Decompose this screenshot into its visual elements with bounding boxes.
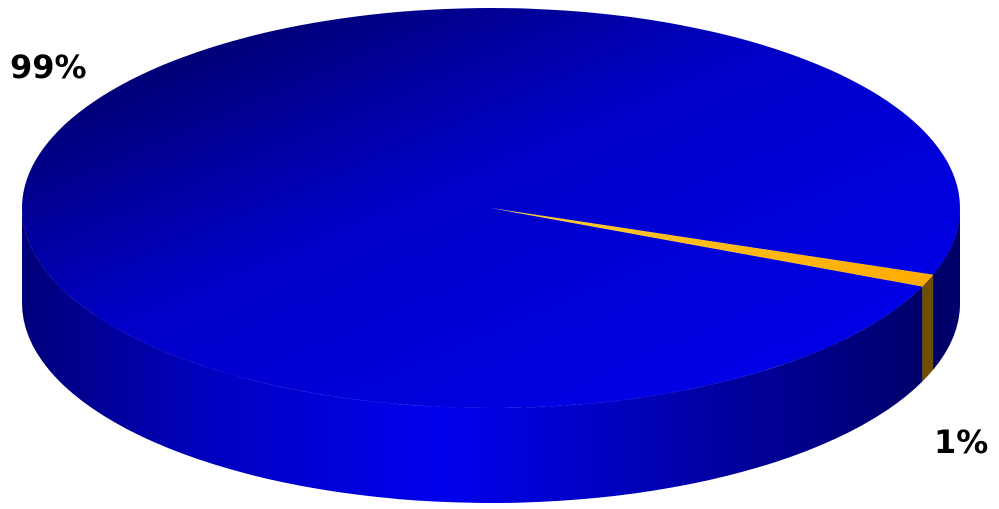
pie-slice-1 bbox=[491, 208, 934, 287]
pie-side-dark-right bbox=[933, 208, 960, 370]
slice-label-1: 1% bbox=[934, 423, 988, 461]
pie-top-layer bbox=[21, 8, 961, 409]
pie-side-slice-1 bbox=[922, 274, 934, 382]
pie-slice-99 bbox=[21, 8, 961, 409]
slice-label-99: 99% bbox=[10, 48, 87, 86]
pie-side-layer bbox=[22, 208, 960, 504]
pie-label-layer: 99% 1% bbox=[10, 48, 988, 461]
pie-side-slice-99 bbox=[22, 208, 960, 504]
